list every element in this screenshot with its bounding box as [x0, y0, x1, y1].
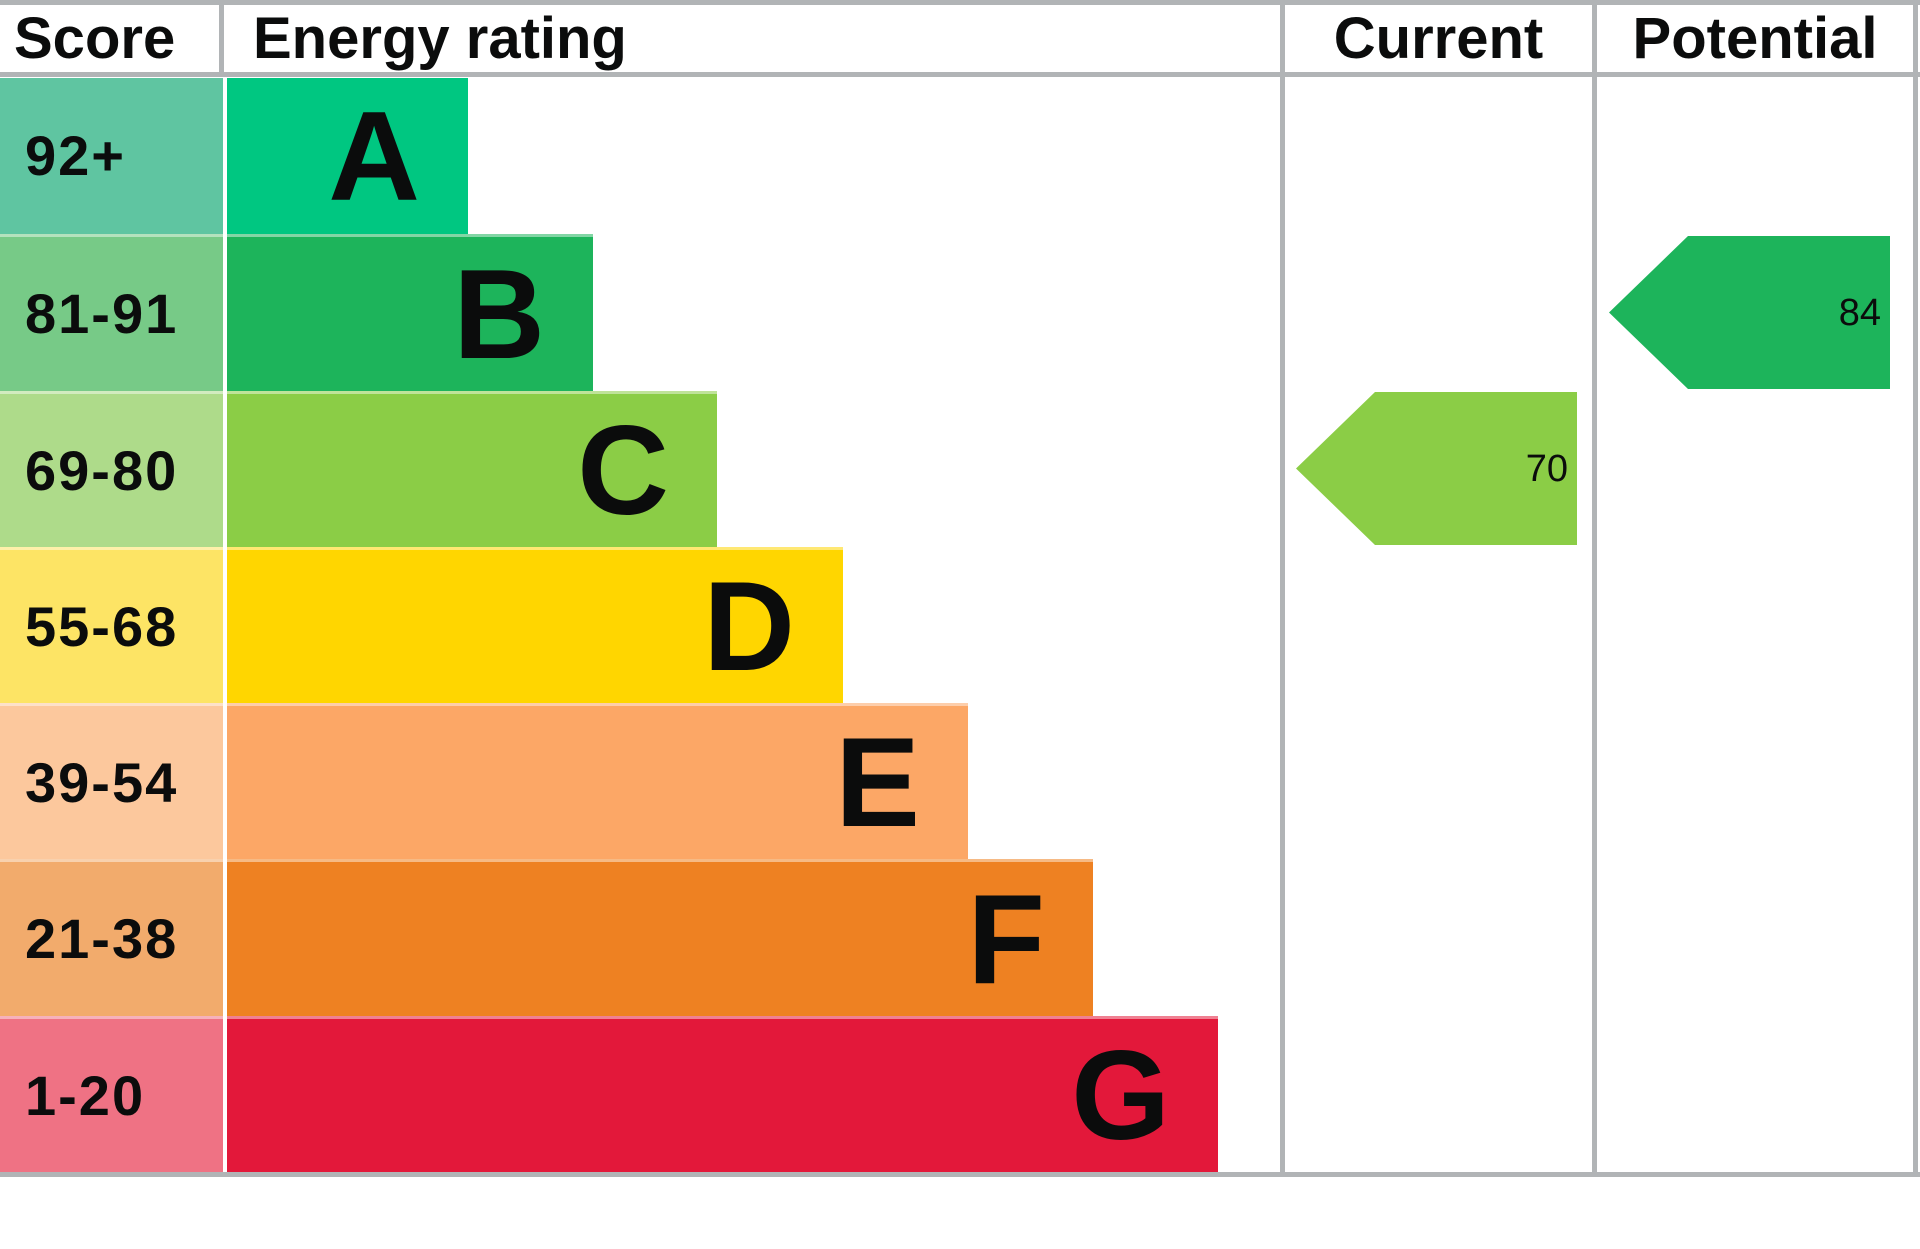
current-rating-arrow: 70	[1296, 392, 1577, 545]
rating-bar-e: E	[227, 703, 968, 859]
chart-bottom-border	[0, 1172, 1920, 1177]
band-row-e: 39-54 E	[0, 703, 968, 859]
band-row-c: 69-80 C	[0, 391, 717, 547]
score-range-label: 39-54	[25, 750, 179, 814]
band-letter: F	[967, 867, 1045, 1010]
score-range-label: 1-20	[25, 1063, 146, 1127]
score-range-label: 55-68	[25, 594, 179, 658]
score-range-label: 69-80	[25, 438, 179, 502]
score-range-cell: 1-20	[0, 1016, 223, 1172]
right-border	[1913, 0, 1918, 1177]
score-range-label: 21-38	[25, 907, 179, 970]
top-border	[0, 0, 1920, 5]
potential-column-header: Potential	[1632, 5, 1878, 71]
score-range-cell: 92+	[0, 78, 223, 234]
score-range-cell: 55-68	[0, 547, 223, 703]
rating-bar-d: D	[227, 547, 843, 703]
rating-bar-g: G	[227, 1016, 1218, 1172]
current-column-divider	[1280, 0, 1285, 1177]
potential-rating-value: 84	[1838, 291, 1881, 334]
band-row-b: 81-91 B	[0, 234, 593, 391]
score-column-divider	[219, 5, 224, 72]
score-range-cell: 21-38	[0, 859, 223, 1016]
rating-bar-a: A	[227, 78, 468, 234]
potential-rating-arrow: 84	[1609, 236, 1890, 389]
band-letter: C	[577, 399, 669, 541]
potential-column-divider	[1592, 0, 1597, 1177]
rating-bar-b: B	[227, 234, 593, 391]
band-row-g: 1-20 G	[0, 1016, 1218, 1172]
score-column-header: Score	[14, 5, 176, 71]
band-row-d: 55-68 D	[0, 547, 843, 703]
band-letter: D	[703, 555, 795, 697]
current-rating-value: 70	[1525, 447, 1568, 490]
score-range-label: 81-91	[25, 282, 179, 345]
band-letter: A	[328, 84, 420, 227]
score-range-cell: 81-91	[0, 234, 223, 391]
score-range-cell: 69-80	[0, 391, 223, 547]
score-range-cell: 39-54	[0, 703, 223, 859]
band-letter: B	[453, 242, 545, 385]
rating-bar-c: C	[227, 391, 717, 547]
band-letter: E	[835, 711, 920, 853]
current-column-header: Current	[1333, 5, 1544, 71]
band-row-a: 92+ A	[0, 78, 468, 234]
band-row-f: 21-38 F	[0, 859, 1093, 1016]
score-range-label: 92+	[25, 124, 126, 187]
header-bottom-border	[0, 72, 1920, 77]
energy-rating-column-header: Energy rating	[253, 5, 627, 71]
band-letter: G	[1071, 1024, 1170, 1166]
rating-bar-f: F	[227, 859, 1093, 1016]
